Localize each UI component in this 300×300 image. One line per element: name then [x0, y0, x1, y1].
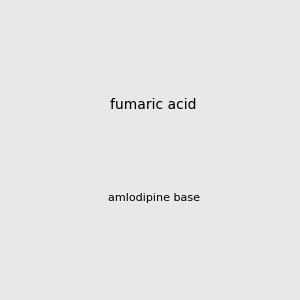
Text: fumaric acid: fumaric acid: [110, 98, 197, 112]
Text: amlodipine base: amlodipine base: [108, 193, 200, 203]
